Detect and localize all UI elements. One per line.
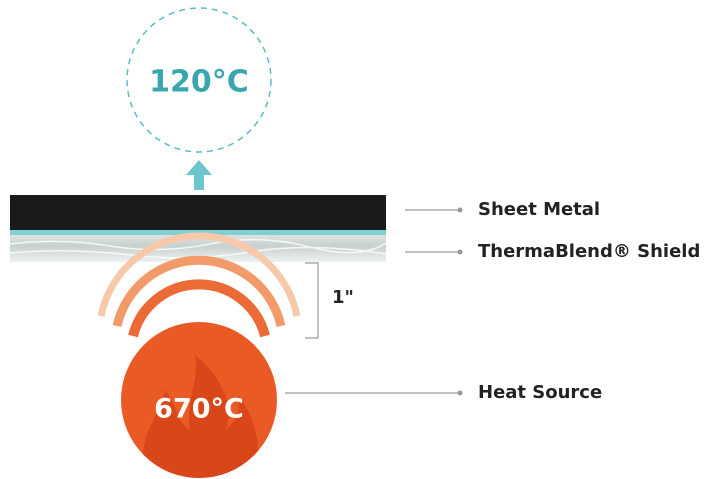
- gap-label: 1": [332, 287, 354, 308]
- flame: [143, 355, 258, 478]
- gap-bracket: [305, 262, 319, 339]
- source-label: Heat Source: [478, 382, 602, 403]
- sheet-metal: [10, 195, 386, 230]
- leader-dot: [457, 207, 463, 213]
- heat-arrow: [186, 160, 212, 190]
- layer-label: Sheet Metal: [478, 199, 600, 220]
- leader-dot: [457, 249, 463, 255]
- source-temperature: 670°C: [154, 394, 244, 425]
- heat-wave: [128, 279, 270, 338]
- layer-label: ThermaBlend® Shield: [478, 241, 700, 262]
- heat-wave: [97, 232, 301, 317]
- leader-dot: [457, 390, 463, 396]
- top-temperature: 120°C: [149, 65, 249, 100]
- temp-bubble: [126, 7, 272, 153]
- heat-wave: [112, 255, 286, 327]
